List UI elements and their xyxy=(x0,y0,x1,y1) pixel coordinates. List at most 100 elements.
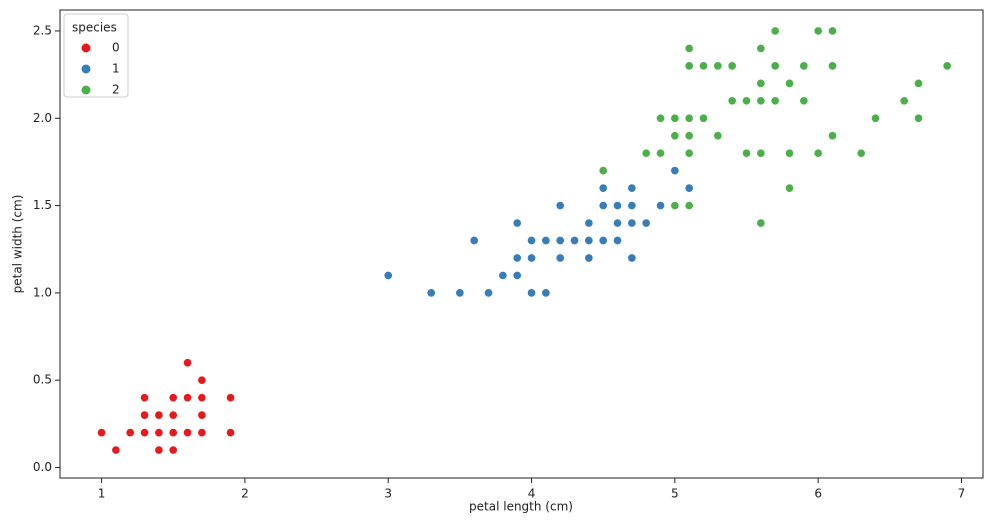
point xyxy=(584,235,594,246)
point xyxy=(655,113,666,123)
point xyxy=(684,43,694,53)
point xyxy=(684,131,694,141)
legend-box xyxy=(63,13,129,98)
plot-frame xyxy=(59,9,984,479)
point xyxy=(784,78,795,88)
point xyxy=(598,183,608,193)
point xyxy=(813,26,823,36)
point xyxy=(526,235,537,246)
point xyxy=(555,201,565,211)
point xyxy=(483,288,494,298)
point xyxy=(541,288,551,298)
y-tick-label: 0.0 xyxy=(33,460,52,474)
point xyxy=(713,61,723,71)
point xyxy=(756,78,766,88)
legend-label: 0 xyxy=(112,41,120,55)
point xyxy=(541,235,551,246)
point xyxy=(111,445,121,455)
point xyxy=(799,96,809,106)
point xyxy=(154,428,164,438)
point xyxy=(913,78,924,88)
point xyxy=(627,218,637,228)
point xyxy=(197,428,207,438)
legend-marker xyxy=(81,85,91,95)
point xyxy=(598,201,608,211)
x-axis-label: petal length (cm) xyxy=(469,500,573,514)
point xyxy=(140,428,150,438)
point xyxy=(627,253,637,263)
point xyxy=(641,148,651,158)
x-tick-label: 3 xyxy=(384,487,392,501)
point xyxy=(426,288,436,298)
point xyxy=(555,253,565,263)
point xyxy=(756,43,766,53)
x-tick-label: 4 xyxy=(528,487,536,501)
point xyxy=(154,410,164,420)
x-tick-label: 6 xyxy=(814,487,822,501)
point xyxy=(598,166,608,176)
point xyxy=(226,393,236,403)
point xyxy=(183,393,193,403)
y-tick-label: 1.0 xyxy=(33,285,52,299)
point xyxy=(598,235,608,246)
point xyxy=(168,393,178,403)
point xyxy=(584,253,594,263)
point xyxy=(655,201,666,211)
y-tick-label: 0.5 xyxy=(33,373,52,387)
point xyxy=(942,61,952,71)
y-tick-label: 2.5 xyxy=(33,23,52,37)
point xyxy=(870,113,881,123)
legend-marker xyxy=(81,64,91,74)
point xyxy=(612,218,623,228)
point xyxy=(784,148,795,158)
point xyxy=(799,61,809,71)
point xyxy=(383,270,393,280)
legend-label: 2 xyxy=(112,83,120,97)
point xyxy=(612,235,623,246)
point xyxy=(741,96,752,106)
point xyxy=(756,148,766,158)
legend-marker xyxy=(81,43,91,53)
point xyxy=(197,375,207,385)
x-tick-label: 7 xyxy=(958,487,966,501)
point xyxy=(827,131,838,141)
point xyxy=(140,410,150,420)
y-tick-label: 1.5 xyxy=(33,198,52,212)
point xyxy=(827,26,838,36)
point xyxy=(512,218,522,228)
point xyxy=(670,201,680,211)
point xyxy=(183,428,193,438)
point xyxy=(784,183,795,193)
x-tick-label: 5 xyxy=(671,487,679,501)
point xyxy=(670,166,680,176)
point xyxy=(756,218,766,228)
point xyxy=(913,113,924,123)
point xyxy=(698,113,709,123)
point xyxy=(498,270,508,280)
y-axis-label: petal width (cm) xyxy=(11,195,25,294)
point xyxy=(741,148,752,158)
point xyxy=(727,96,737,106)
point xyxy=(612,201,623,211)
point xyxy=(827,61,838,71)
point xyxy=(154,445,164,455)
x-tick-label: 2 xyxy=(241,487,249,501)
point xyxy=(512,253,522,263)
point xyxy=(770,26,780,36)
point xyxy=(140,393,150,403)
point xyxy=(641,218,651,228)
point xyxy=(684,61,694,71)
point xyxy=(684,183,694,193)
y-tick-label: 2.0 xyxy=(33,111,52,125)
point xyxy=(183,358,193,368)
point xyxy=(684,201,694,211)
point xyxy=(526,288,537,298)
point xyxy=(197,393,207,403)
point xyxy=(125,428,135,438)
point xyxy=(713,131,723,141)
point xyxy=(670,113,680,123)
point xyxy=(756,96,766,106)
point xyxy=(684,148,694,158)
point xyxy=(727,61,737,71)
